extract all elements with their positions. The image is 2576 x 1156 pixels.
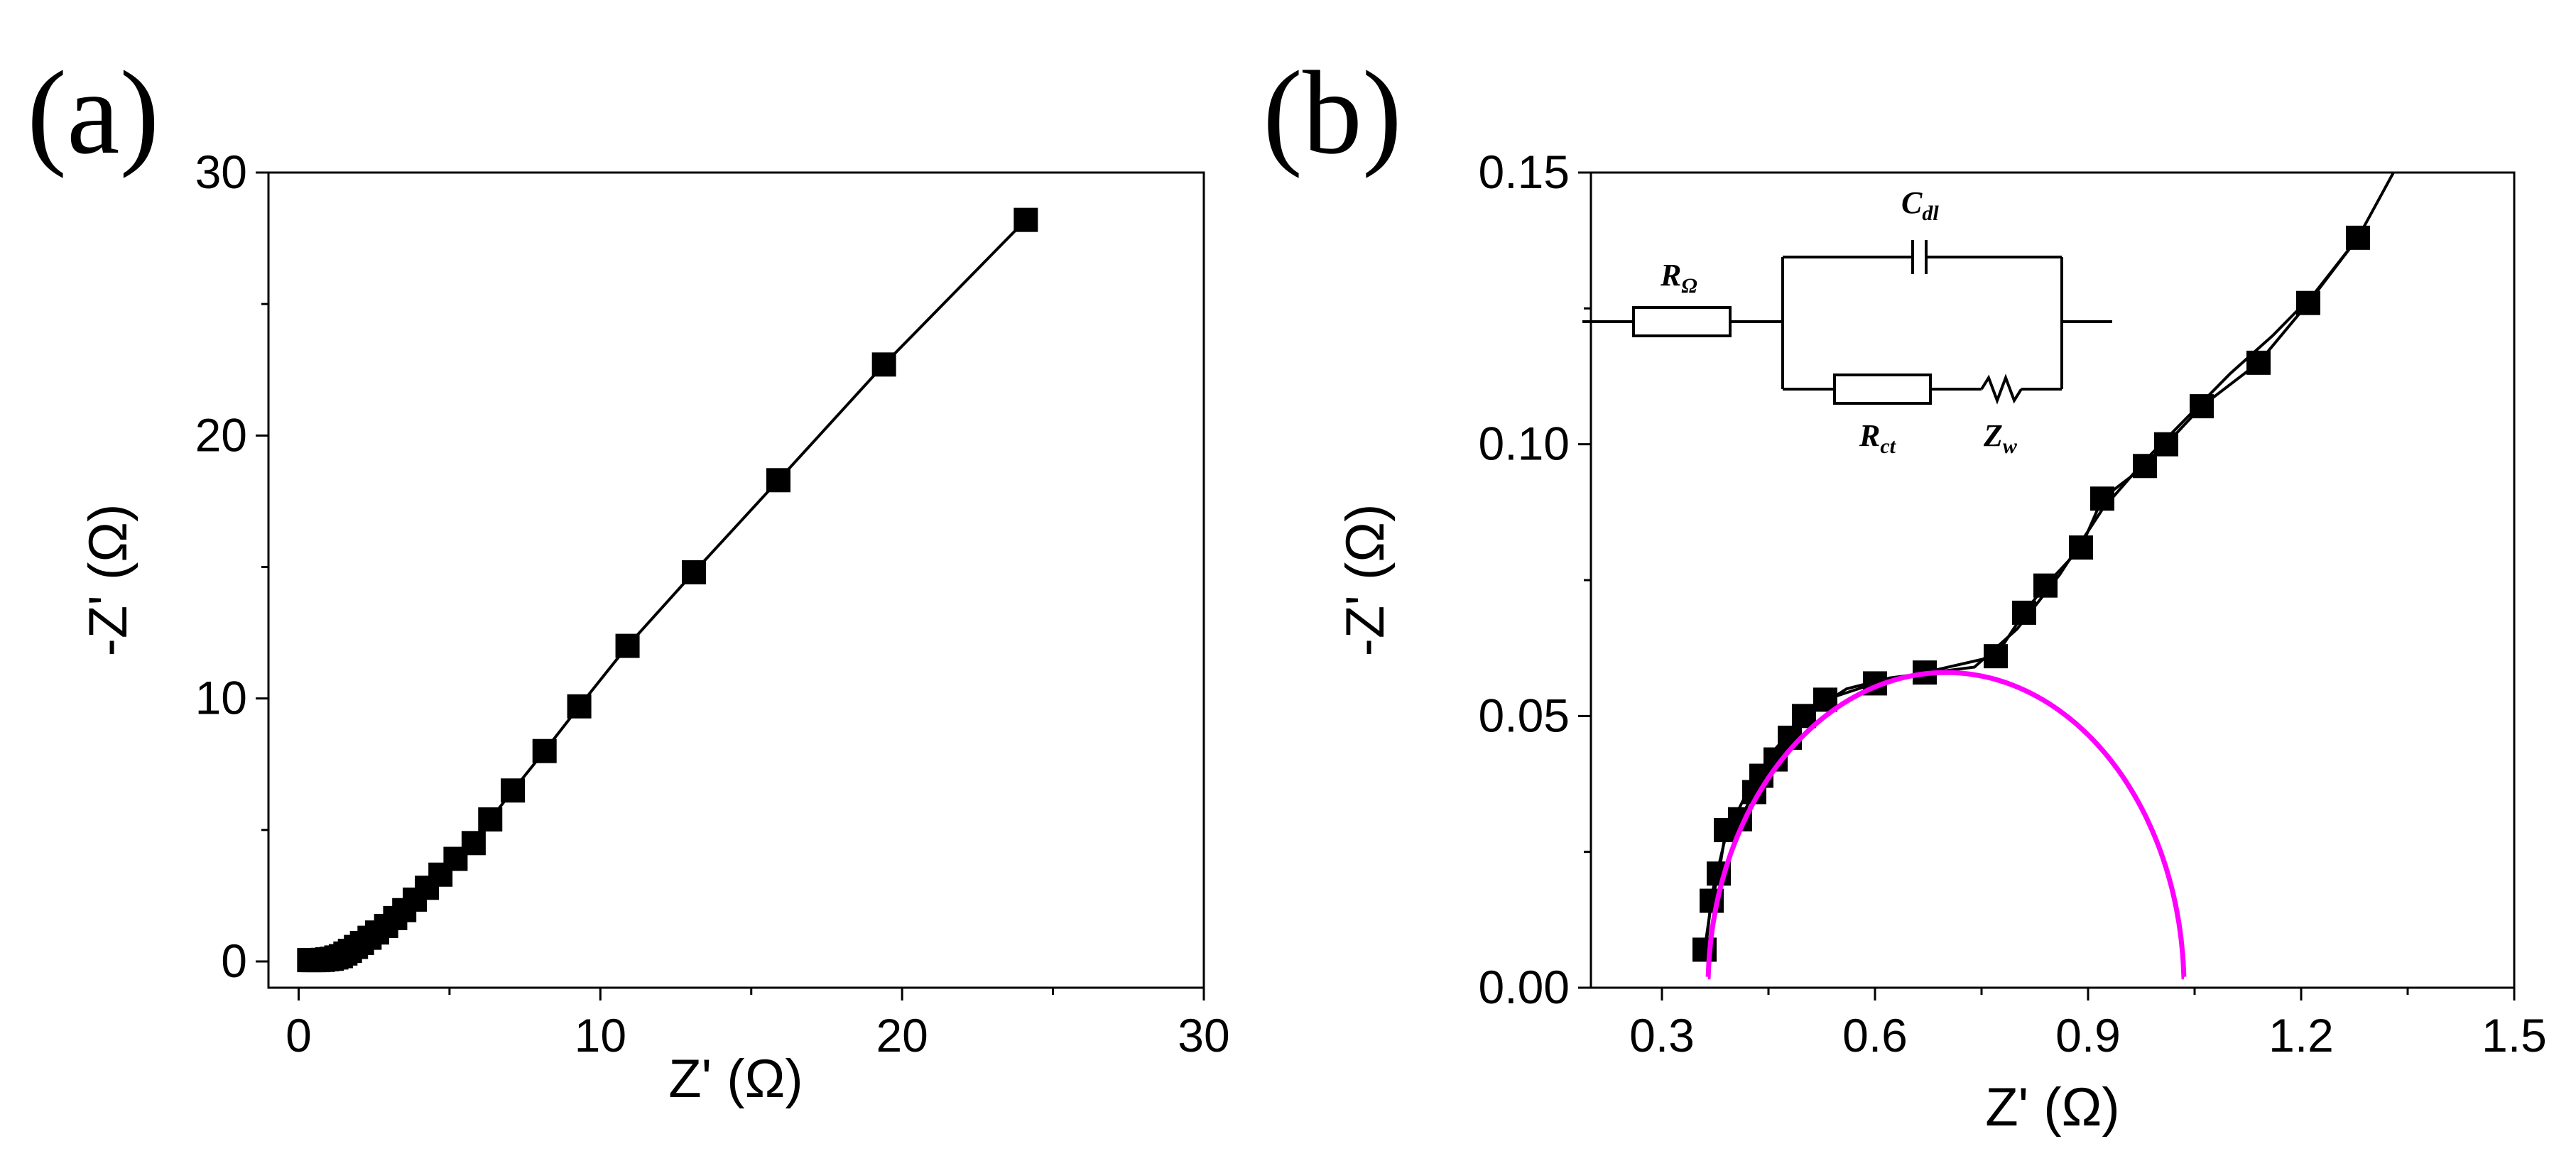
panel-b-fit-line-line [1703,172,2395,961]
panel-b-x-tick-label: 0.9 [2055,1009,2121,1062]
panel-b-data-line [1703,236,2359,950]
panel-a-plot-frame [267,171,1205,989]
panel-a-data-line [309,219,1027,962]
circuit-label-r-ct-main: R [1859,418,1880,453]
panel-b-data-point [2133,454,2157,479]
panel-a-series [297,207,1038,973]
panel-a-data-point [682,560,707,584]
circuit-label-r-ct: Rct [1859,418,1897,458]
panel-b-y-tick-label: 0.15 [1479,146,1570,198]
circuit-label-r-ct-sub: ct [1880,435,1896,458]
panel-a-data-point [871,352,896,377]
panel-b-label: (b) [1263,47,1402,179]
circuit-label-r-ohm-sub: Ω [1681,274,1697,298]
panel-b-semicircle-fit-line [1705,670,2187,980]
circuit-resistor-r-ohm [1632,306,1732,337]
circuit-label-z-w-main: Z [1983,418,2003,453]
circuit-label-r-ohm-main: R [1660,258,1681,293]
panel-b-y-axis-title: -Z' (Ω) [1335,504,1396,657]
panel-b-x-tick-label: 0.6 [1842,1009,1908,1062]
circuit-resistor-r-ct [1833,373,1932,405]
circuit-label-c-dl: Cdl [1901,185,1939,225]
panel-a-axes: 0 10 20 30 0 10 20 30 [195,146,1230,1062]
panel-a-label: (a) [27,47,159,179]
panel-a-x-tick-label: 20 [876,1009,928,1062]
panel-a-x-axis-title: Z' (Ω) [668,1049,803,1109]
panel-a-data-point [615,633,640,658]
panel-b-y-tick-label: 0.00 [1479,961,1570,1013]
panel-a-x-tick-label: 0 [286,1009,312,1062]
panel-b-x-tick-label: 1.5 [2482,1009,2547,1062]
panel-b-data-point [2190,394,2214,419]
panel-b: (b) 0.3 0.6 0.9 1.2 1.5 0.00 0.05 0.10 0.15 Z' (… [1263,47,2547,1138]
equivalent-circuit-inset [1582,240,2112,405]
panel-a-data-point [461,831,486,856]
panel-a-x-tick-label: 10 [575,1009,626,1062]
panel-b-y-tick-label: 0.05 [1479,689,1570,741]
panel-a: (a) 0 10 20 30 0 10 20 30 Z' (Ω) -Z' (Ω) [27,47,1230,1109]
panel-a-y-tick-label: 0 [221,934,247,987]
panel-a-data-point [478,807,503,831]
panel-b-data-point [2154,432,2178,457]
panel-b-x-tick-label: 1.2 [2268,1009,2334,1062]
panel-a-x-tick-label: 30 [1178,1009,1229,1062]
panel-b-x-axis-title: Z' (Ω) [1985,1077,2119,1138]
panel-a-data-point [567,694,592,719]
panel-b-data-point [2296,290,2320,315]
panel-b-y-tick-label: 0.10 [1479,418,1570,470]
panel-b-axes: 0.3 0.6 0.9 1.2 1.5 0.00 0.05 0.10 0.15 [1479,146,2547,1062]
panel-b-x-tick-label: 0.3 [1629,1009,1695,1062]
circuit-label-c-dl-main: C [1901,185,1923,220]
panel-a-data-point [1013,207,1038,232]
circuit-label-z-w: Zw [1983,418,2018,458]
panel-a-y-tick-label: 30 [195,146,247,198]
panel-a-data-point [501,778,526,803]
panel-a-y-tick-label: 10 [195,672,247,724]
circuit-label-c-dl-sub: dl [1922,202,1939,225]
panel-b-series [1692,172,2395,980]
panel-a-data-point [532,738,557,763]
circuit-label-r-ohm: RΩ [1660,258,1697,298]
panel-a-y-axis-title: -Z' (Ω) [78,504,138,657]
circuit-warburg-element [1980,373,2023,405]
circuit-label-z-w-sub: w [2003,435,2018,458]
panel-a-y-tick-label: 20 [195,408,247,461]
panel-a-data-point [766,468,790,493]
